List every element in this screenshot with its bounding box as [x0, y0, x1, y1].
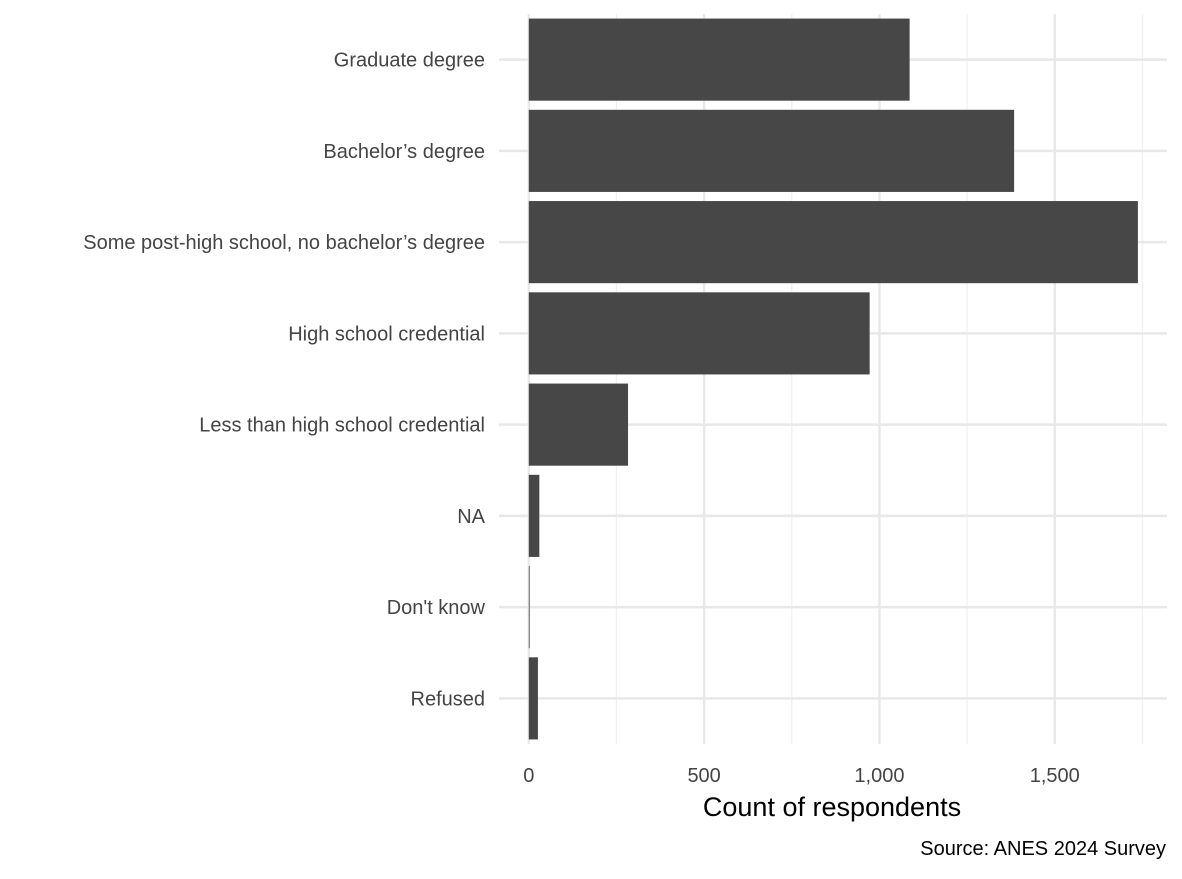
- x-tick-label: 1,000: [854, 765, 904, 787]
- bars: [528, 18, 1138, 740]
- x-axis-title: Count of respondents: [703, 792, 961, 822]
- source-caption: Source: ANES 2024 Survey: [920, 838, 1166, 860]
- x-tick-label: 1,500: [1030, 765, 1080, 787]
- category-label: Graduate degree: [334, 50, 485, 72]
- category-label: High school credential: [288, 323, 485, 345]
- bar-1: [528, 109, 1015, 192]
- category-labels: Graduate degree Bachelor’s degree Some pos…: [83, 50, 485, 711]
- category-label: Less than high school credential: [199, 415, 485, 437]
- category-label: Don't know: [387, 597, 486, 619]
- bar-3: [528, 292, 870, 375]
- bar-0: [528, 18, 910, 101]
- category-label: Some post-high school, no bachelor’s deg…: [83, 232, 485, 254]
- x-tick-label: 500: [687, 765, 720, 787]
- bar-7: [528, 657, 538, 740]
- category-label: NA: [457, 506, 485, 528]
- category-label: Refused: [411, 688, 486, 710]
- bar-2: [528, 201, 1138, 284]
- category-label: Bachelor’s degree: [323, 141, 485, 163]
- bar-4: [528, 383, 629, 466]
- x-tick-label: 0: [523, 765, 534, 787]
- bar-6: [528, 566, 530, 649]
- bar-5: [528, 474, 540, 557]
- x-tick-labels: 0 500 1,000 1,500: [523, 765, 1080, 787]
